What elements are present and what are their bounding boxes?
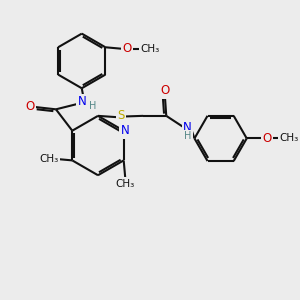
Text: H: H — [89, 101, 97, 111]
Text: CH₃: CH₃ — [140, 44, 160, 54]
Text: S: S — [117, 109, 125, 122]
Text: N: N — [121, 124, 130, 137]
Text: N: N — [183, 121, 192, 134]
Text: N: N — [78, 95, 86, 108]
Text: H: H — [184, 131, 192, 141]
Text: O: O — [160, 84, 170, 98]
Text: CH₃: CH₃ — [116, 178, 135, 188]
Text: O: O — [262, 132, 272, 145]
Text: CH₃: CH₃ — [40, 154, 59, 164]
Text: O: O — [122, 42, 132, 55]
Text: CH₃: CH₃ — [280, 134, 299, 143]
Text: O: O — [25, 100, 34, 112]
